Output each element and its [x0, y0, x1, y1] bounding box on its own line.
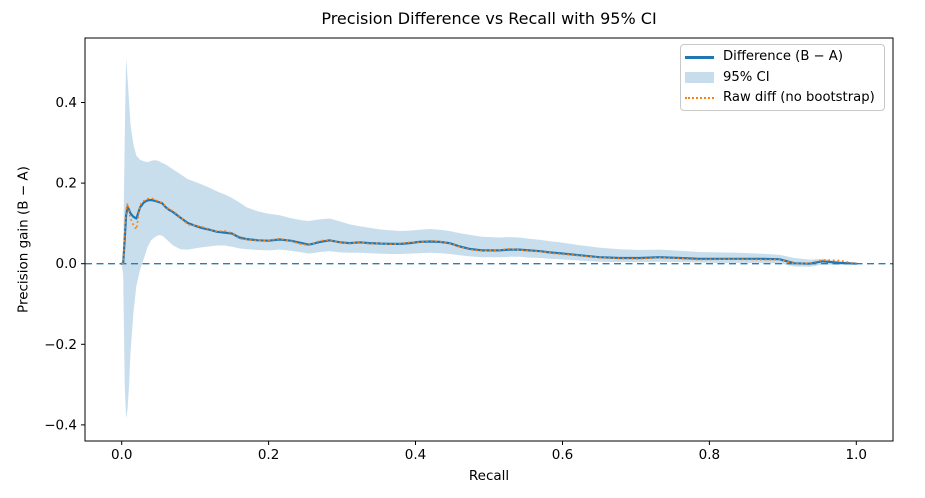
y-tick-label: 0.2 [56, 176, 77, 192]
x-tick-label: 0.6 [552, 447, 573, 463]
y-tick-label: 0.0 [56, 256, 77, 272]
legend-item-rawdiff: Raw diff (no bootstrap) [685, 88, 880, 108]
legend: Difference (B − A) 95% CI Raw diff (no b… [680, 44, 885, 111]
x-tick-label: 1.0 [846, 447, 867, 463]
y-axis-label: Precision gain (B − A) [15, 166, 32, 313]
legend-patch-swatch [685, 71, 714, 85]
x-tick-label: 0.0 [111, 447, 132, 463]
legend-item-difference: Difference (B − A) [685, 47, 880, 67]
y-tick-label: −0.2 [44, 337, 77, 353]
legend-item-ci: 95% CI [685, 68, 880, 88]
legend-label: Raw diff (no bootstrap) [723, 89, 875, 105]
legend-label: Difference (B − A) [723, 49, 843, 65]
y-tick-label: 0.4 [56, 95, 77, 111]
x-tick-label: 0.2 [258, 447, 279, 463]
axes-frame [84, 37, 894, 442]
legend-label: 95% CI [723, 69, 770, 85]
ci-band-area [121, 58, 857, 419]
legend-line-swatch [685, 50, 714, 64]
legend-dotted-swatch [685, 91, 714, 105]
axes-content [85, 58, 893, 419]
raw-diff-line [121, 197, 857, 265]
x-tick-label: 0.4 [405, 447, 426, 463]
x-axis-label: Recall [468, 468, 510, 484]
y-tick-label: −0.4 [44, 417, 77, 433]
x-tick-label: 0.8 [699, 447, 720, 463]
chart-title: Precision Difference vs Recall with 95% … [321, 9, 657, 28]
